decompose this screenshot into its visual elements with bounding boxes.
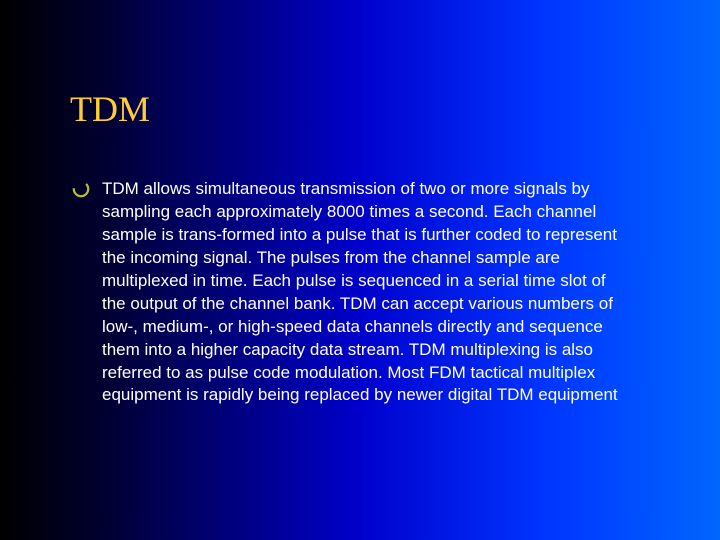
bullet-icon: [72, 180, 90, 198]
slide-title: TDM: [70, 88, 150, 130]
body-container: TDM allows simultaneous transmission of …: [72, 178, 632, 407]
slide-container: TDM TDM allows simultaneous transmission…: [0, 0, 720, 540]
slide-body-text: TDM allows simultaneous transmission of …: [102, 178, 632, 407]
